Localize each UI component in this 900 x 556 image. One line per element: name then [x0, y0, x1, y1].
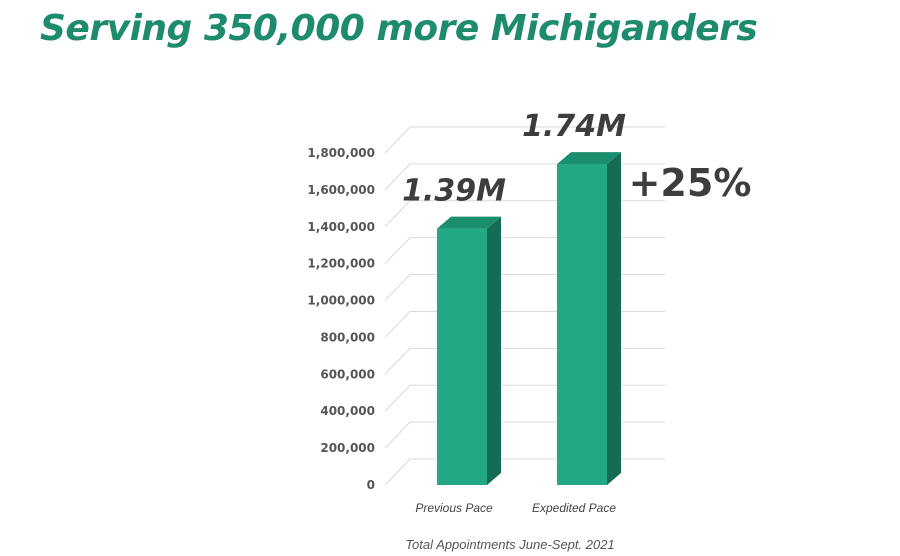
change-annotation: +25%: [629, 161, 752, 205]
bar-side: [487, 216, 501, 485]
grid-line-diagonal: [384, 458, 411, 486]
y-tick-label: 1,600,000: [307, 183, 375, 197]
grid-line-diagonal: [384, 311, 411, 338]
y-tick-label: 1,200,000: [307, 257, 375, 271]
data-labels: 1.39M 1.74M: [402, 109, 626, 209]
y-tick-label: 1,000,000: [307, 294, 375, 308]
chart-title: Serving 350,000 more Michiganders: [40, 8, 758, 49]
grid-line-diagonal: [384, 237, 411, 265]
grid-line-diagonal: [384, 421, 411, 449]
data-label: 1.74M: [522, 109, 626, 144]
bar: [437, 216, 501, 485]
y-tick-label: 1,800,000: [307, 146, 375, 160]
y-tick-label: 200,000: [320, 441, 375, 455]
y-tick-label: 800,000: [320, 330, 375, 344]
bar-front: [437, 228, 487, 485]
grid-line-diagonal: [384, 126, 411, 154]
y-tick-label: 600,000: [320, 367, 375, 381]
x-tick-label: Previous Pace: [415, 501, 493, 515]
bar-side: [607, 152, 621, 486]
bar-top: [557, 152, 621, 165]
bar: [557, 152, 621, 486]
y-tick-label: 400,000: [320, 404, 375, 418]
grid-line-diagonal: [384, 163, 411, 191]
grid-line-diagonal: [384, 200, 411, 228]
grid-line-diagonal: [384, 384, 411, 412]
grid-line-diagonal: [384, 347, 411, 375]
bars: [437, 152, 621, 486]
grid-line-diagonal: [384, 274, 411, 301]
x-tick-label: Expedited Pace: [532, 501, 616, 515]
bar-front: [557, 164, 607, 486]
y-tick-label: 0: [367, 478, 375, 492]
x-axis: Previous Pace Expedited Pace: [415, 501, 616, 515]
data-label: 1.39M: [402, 174, 506, 209]
y-axis: 0 200,000 400,000 600,000 800,000 1,000,000 1,…: [307, 146, 375, 492]
y-tick-label: 1,400,000: [307, 220, 375, 234]
x-axis-caption: Total Appointments June-Sept. 2021: [405, 537, 614, 552]
bar-top: [437, 216, 501, 229]
